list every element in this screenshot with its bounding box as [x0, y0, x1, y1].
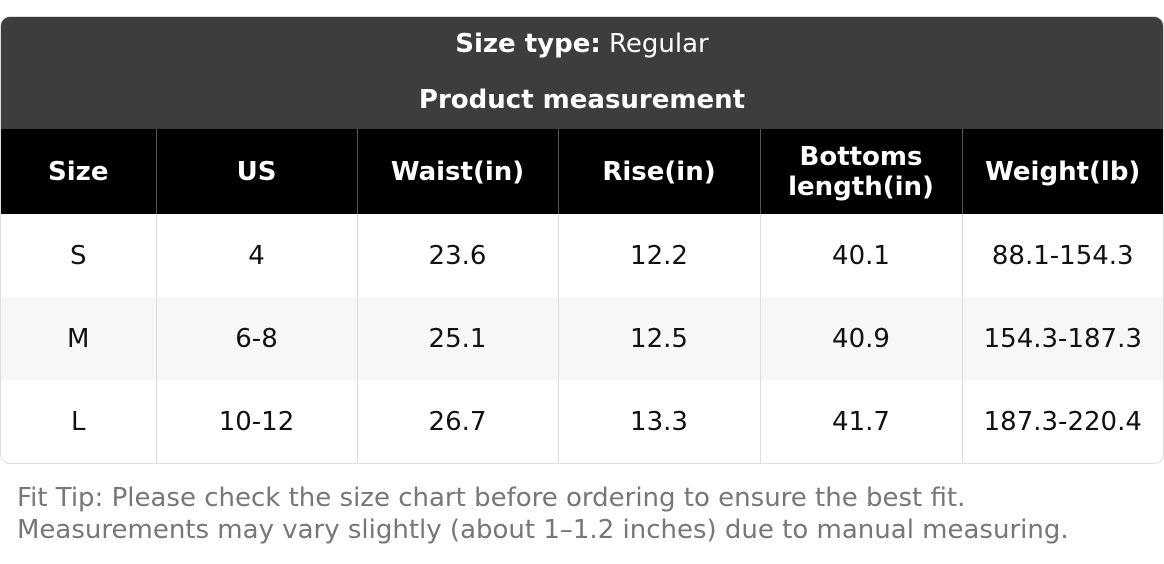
- table-cell: 13.3: [557, 380, 760, 463]
- table-cell: 41.7: [759, 380, 962, 463]
- table-cell: 12.5: [557, 297, 760, 380]
- table-cell: 10-12: [155, 380, 357, 463]
- table-cell: 4: [155, 214, 357, 297]
- column-header: Rise(in): [557, 129, 760, 214]
- table-cell: 187.3-220.4: [961, 380, 1163, 463]
- table-cell: 25.1: [356, 297, 558, 380]
- column-header: Size: [1, 129, 156, 214]
- footnote-line: Fit Tip: Please check the size chart bef…: [17, 483, 966, 513]
- size-table: Size US Waist(in) Rise(in) Bottoms length(in…: [1, 129, 1163, 463]
- table-cell: 88.1-154.3: [961, 214, 1163, 297]
- table-cell: S: [69, 240, 87, 271]
- column-header: Bottoms length(in): [759, 129, 962, 214]
- table-cell: 40.9: [759, 297, 962, 380]
- table-row: L 10-12 26.7 13.3 41.7 187.3-220.4: [1, 380, 1163, 463]
- table-row: M 6-8 25.1 12.5 40.9 154.3-187.3: [1, 297, 1163, 380]
- card-title: Product measurement: [418, 85, 746, 115]
- table-cell: 23.6: [356, 214, 558, 297]
- size-type-value: Regular: [609, 29, 709, 59]
- table-cell: 6-8: [155, 297, 357, 380]
- table-cell: 40.1: [759, 214, 962, 297]
- column-header: Weight(lb): [961, 129, 1163, 214]
- table-row: S 4 23.6 12.2 40.1 88.1-154.3: [1, 214, 1163, 297]
- header-row: Size US Waist(in) Rise(in) Bottoms length(in…: [1, 129, 1163, 214]
- table-cell: 26.7: [356, 380, 558, 463]
- table-cell: 12.2: [557, 214, 760, 297]
- card-header: Size type: Regular Product measurement: [1, 17, 1163, 129]
- column-header: Waist(in): [356, 129, 558, 214]
- size-type-label: Size type:: [455, 29, 601, 59]
- table-cell: L: [71, 406, 86, 437]
- size-card: Size type: Regular Product measurement S…: [0, 16, 1164, 464]
- table-cell: 154.3-187.3: [961, 297, 1163, 380]
- footnote-line: Measurements may vary slightly (about 1–…: [17, 515, 1069, 545]
- footnote: Fit Tip: Please check the size chart bef…: [17, 482, 1069, 546]
- table-cell: M: [1, 297, 156, 380]
- table-body: S 4 23.6 12.2 40.1 88.1-154.3 M 6-8 25.1 12.5 40.9…: [1, 214, 1163, 463]
- column-header: US: [155, 129, 357, 214]
- size-type: Size type: Regular: [1, 27, 1163, 61]
